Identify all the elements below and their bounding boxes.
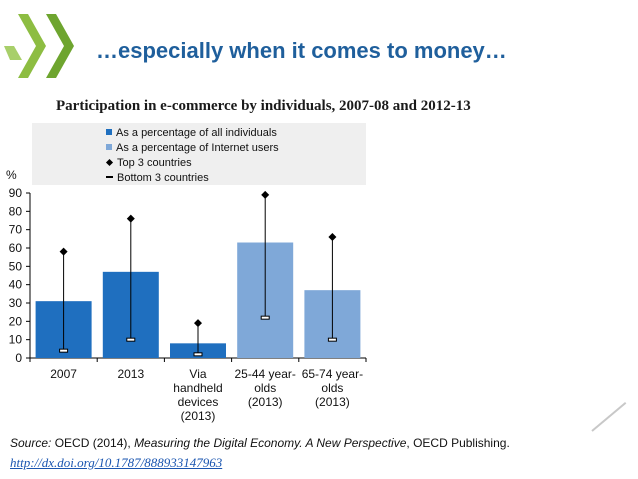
bottom3-marker	[193, 352, 203, 357]
legend-swatch-dark-blue	[106, 129, 112, 135]
legend-label: Top 3 countries	[117, 157, 192, 169]
top3-marker	[261, 190, 270, 199]
slide-title: …especially when it comes to money…	[96, 38, 507, 63]
source-publication: Measuring the Digital Economy. A New Per…	[134, 436, 407, 450]
legend-swatch-light-blue	[106, 144, 112, 150]
legend-label: As a percentage of Internet users	[116, 142, 279, 154]
chart-title: Participation in e-commerce by individua…	[56, 98, 471, 114]
y-axis-unit-label: %	[6, 168, 17, 182]
source-text-before: OECD (2014),	[54, 436, 135, 450]
y-tick-label: 80	[9, 204, 23, 218]
bottom3-marker	[260, 315, 270, 320]
y-tick-label: 70	[9, 223, 23, 237]
source-text-after: , OECD Publishing.	[406, 436, 510, 450]
x-category-label: 65-74 year-	[302, 367, 363, 381]
x-category-label: olds	[321, 381, 343, 395]
x-category-label: devices	[178, 395, 219, 409]
y-tick-label: 90	[9, 186, 23, 200]
y-tick-label: 30	[9, 296, 23, 310]
x-category-label: 2013	[117, 367, 144, 381]
top3-marker	[59, 247, 68, 256]
source-prefix: Source:	[10, 436, 52, 450]
y-tick-label: 50	[9, 259, 23, 273]
chart-legend: As a percentage of all individuals As a …	[32, 123, 366, 185]
x-category-label: 25-44 year-	[235, 367, 296, 381]
x-category-label: (2013)	[248, 395, 283, 409]
logo-chevrons-icon	[4, 14, 74, 78]
legend-item-top3: Top 3 countries	[105, 156, 192, 170]
legend-item-internet-users: As a percentage of Internet users	[106, 141, 279, 155]
bottom3-marker	[126, 337, 136, 342]
x-category-label: 2007	[50, 367, 77, 381]
legend-label: As a percentage of all individuals	[116, 127, 277, 139]
source-note: Source: OECD (2014), Measuring the Digit…	[10, 436, 510, 450]
x-category-label: Via	[189, 367, 206, 381]
x-category-label: handheld	[173, 381, 222, 395]
y-tick-label: 10	[9, 333, 23, 347]
x-category-label: (2013)	[181, 409, 216, 423]
bottom3-marker	[59, 348, 69, 353]
doi-link[interactable]: http://dx.doi.org/10.1787/888933147963	[10, 455, 223, 470]
y-tick-label: 0	[15, 351, 22, 365]
oecd-logo	[4, 14, 74, 78]
x-category-label: olds	[254, 381, 276, 395]
y-tick-label: 60	[9, 241, 23, 255]
top3-marker	[126, 214, 135, 223]
top3-marker	[328, 233, 337, 241]
bottom3-marker	[327, 337, 337, 342]
y-tick-label: 20	[9, 314, 23, 328]
x-category-label: (2013)	[315, 395, 350, 409]
dash-icon	[106, 176, 113, 178]
legend-item-bottom3: Bottom 3 countries	[106, 171, 209, 185]
top3-marker	[194, 319, 202, 328]
legend-label: Bottom 3 countries	[117, 172, 209, 184]
y-tick-label: 40	[9, 278, 23, 292]
legend-item-all-individuals: As a percentage of all individuals	[106, 126, 277, 140]
